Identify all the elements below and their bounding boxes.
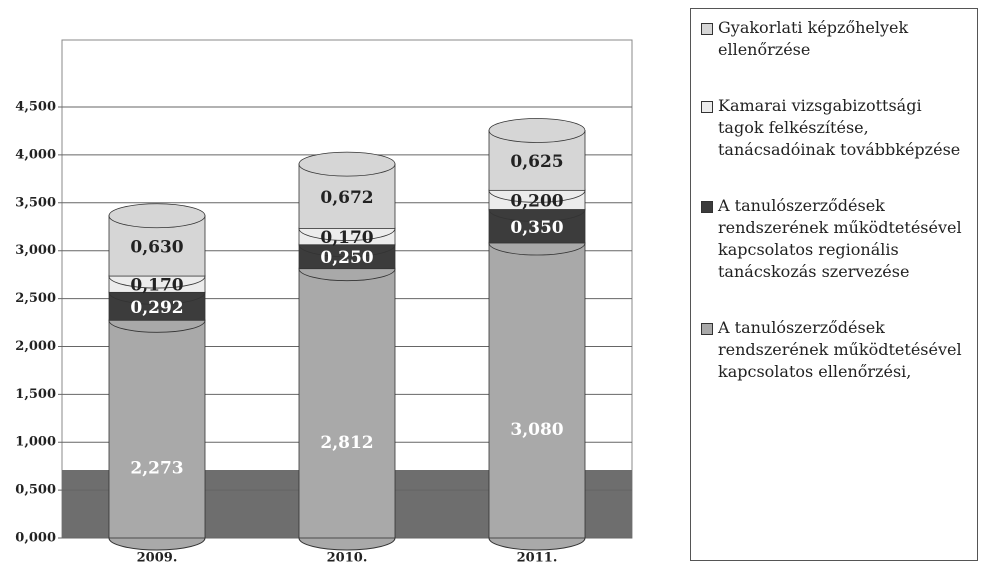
y-tick-label: 2,000 [15, 339, 56, 354]
legend-swatch [701, 323, 713, 335]
cylinder-cap [298, 151, 396, 177]
y-tick-label: 1,500 [15, 387, 56, 402]
legend-item: Kamarai vizsgabizottsági tagok felkészít… [701, 95, 967, 161]
legend-swatch [701, 101, 713, 113]
value-label: 0,625 [510, 152, 563, 172]
value-label: 0,170 [130, 276, 183, 296]
legend-label: A tanulószerződések rendszerének működte… [718, 318, 962, 381]
value-label: 0,170 [320, 228, 373, 248]
cylinder-cap [488, 118, 586, 143]
x-tick-label: 2009. [137, 551, 178, 566]
bar-segment [488, 242, 586, 539]
y-tick-label: 0,500 [15, 483, 56, 498]
value-label: 0,250 [320, 248, 373, 268]
legend-item: A tanulószerződések rendszerének működte… [701, 317, 967, 383]
bar-segment [298, 268, 396, 539]
bar-segment [108, 319, 206, 539]
legend-item: Gyakorlati képzőhelyek ellenőrzése [701, 17, 967, 61]
cylinder-cap [108, 203, 206, 229]
value-label: 2,812 [320, 433, 373, 453]
y-tick-label: 4,500 [15, 100, 56, 115]
x-tick-label: 2010. [327, 551, 368, 566]
y-tick-label: 3,500 [15, 195, 56, 210]
value-label: 0,672 [320, 188, 373, 208]
value-label: 0,350 [510, 218, 563, 238]
legend-label: Kamarai vizsgabizottsági tagok felkészít… [718, 96, 961, 159]
legend: Gyakorlati képzőhelyek ellenőrzése Kamara… [690, 8, 978, 561]
legend-swatch [701, 201, 713, 213]
legend-label: A tanulószerződések rendszerének működte… [718, 196, 962, 281]
x-tick-label: 2011. [517, 551, 558, 566]
y-tick-label: 2,500 [15, 291, 56, 306]
legend-item: A tanulószerződések rendszerének működte… [701, 195, 967, 283]
legend-label: Gyakorlati képzőhelyek ellenőrzése [718, 18, 909, 59]
value-label: 0,292 [130, 298, 183, 318]
y-tick-label: 0,000 [15, 531, 56, 546]
legend-swatch [701, 23, 713, 35]
value-label: 3,080 [510, 420, 563, 440]
value-label: 0,200 [510, 191, 563, 211]
y-tick-label: 4,000 [15, 147, 56, 162]
y-tick-label: 1,000 [15, 435, 56, 450]
y-tick-label: 3,000 [15, 243, 56, 258]
value-label: 2,273 [130, 459, 183, 479]
chart: 0,000 0,500 1,000 1,500 2,000 2,500 3,000 3,500… [15, 39, 633, 566]
value-label: 0,630 [130, 237, 183, 257]
